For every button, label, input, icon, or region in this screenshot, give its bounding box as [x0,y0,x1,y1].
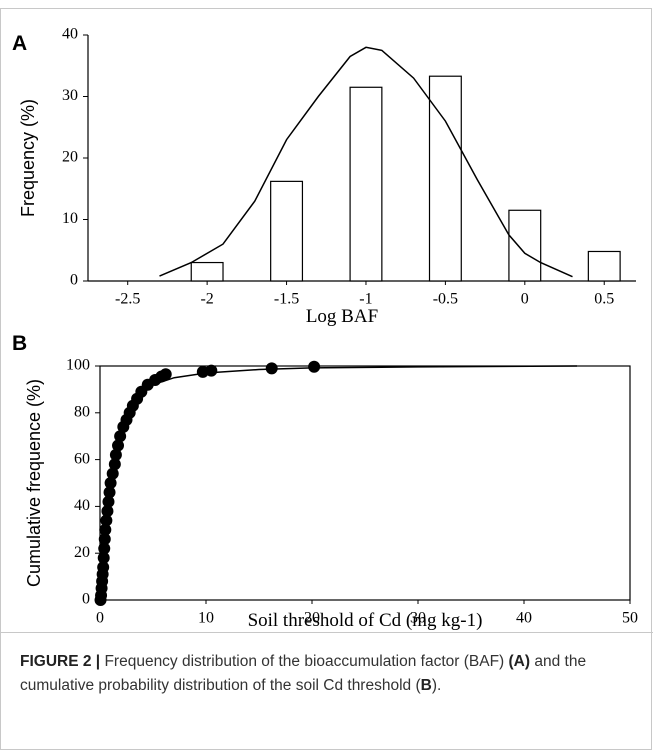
point [205,364,218,377]
point [99,523,112,536]
point [100,514,113,527]
plot-frame [99,365,631,601]
y-tick-label: 0 [70,272,78,289]
point [265,362,278,375]
y-tick-label: 100 [66,357,90,374]
x-axis-title: Soil threshold of Cd (mg kg-1) [248,610,483,631]
point [114,430,127,443]
x-tick-label: 50 [622,610,638,627]
x-tick-label: 0.5 [594,291,614,308]
x-tick-label: 20 [304,610,320,627]
y-tick-label: 10 [62,210,78,227]
caption-text: and the cumulative probability distribut… [20,653,587,694]
x-tick-label: 40 [516,610,532,627]
point [106,467,119,480]
x-tick-label: 10 [198,610,214,627]
bar [349,86,383,282]
y-axis-title: Cumulative frequence (%) [24,379,44,587]
point [108,458,121,471]
x-tick-label: -0.5 [433,291,458,308]
x-tick-label: -2 [200,291,213,308]
bar [587,250,621,282]
x-tick-label: 30 [410,610,426,627]
caption-label: FIGURE 2 | [20,653,101,670]
y-tick-label: 40 [74,497,90,514]
bar [190,261,224,282]
point [159,368,172,381]
y-tick-label: 30 [62,87,78,104]
bar [508,209,542,282]
caption-text: ). [431,677,442,694]
panel-label: A [12,32,27,55]
caption-ref: (A) [508,653,531,670]
point [97,551,110,564]
point [98,533,111,546]
fit-curve [100,365,578,596]
point [112,439,125,452]
caption-text: Frequency distribution of the bioaccumul… [104,653,505,670]
y-tick-label: 20 [62,149,78,166]
point [97,561,110,574]
figure: A 0 10 20 30 40 -2.5 -2 -1.5 -1 -0.5 0 0.5 Frequency … [12,26,638,631]
y-axis-title: Frequency (%) [18,99,38,217]
figure-frame [0,8,652,750]
x-axis-title: Log BAF [306,306,378,327]
x-tick-label: -1.5 [274,291,299,308]
y-tick-label: 80 [74,403,90,420]
y-tick-label: 40 [62,26,78,43]
x-tick-label: 0 [96,610,104,627]
caption: FIGURE 2 | Frequency distribution of the… [20,650,640,698]
point [104,477,117,489]
bar [428,75,462,282]
x-tick-label: 0 [521,291,529,308]
panel-label: B [12,332,27,355]
caption-ref: B [420,677,432,694]
y-tick-label: 20 [74,544,90,561]
point [103,486,116,499]
point [308,360,321,373]
fit-curve [159,46,573,278]
point [98,542,111,555]
bar [270,180,304,282]
y-tick-label: 0 [82,591,90,608]
x-tick-label: -2.5 [115,291,140,308]
y-tick-label: 60 [74,450,90,467]
x-tick-label: -1 [359,291,372,308]
separator [1,632,653,633]
point [109,448,122,461]
point [101,505,114,518]
point [102,495,115,508]
